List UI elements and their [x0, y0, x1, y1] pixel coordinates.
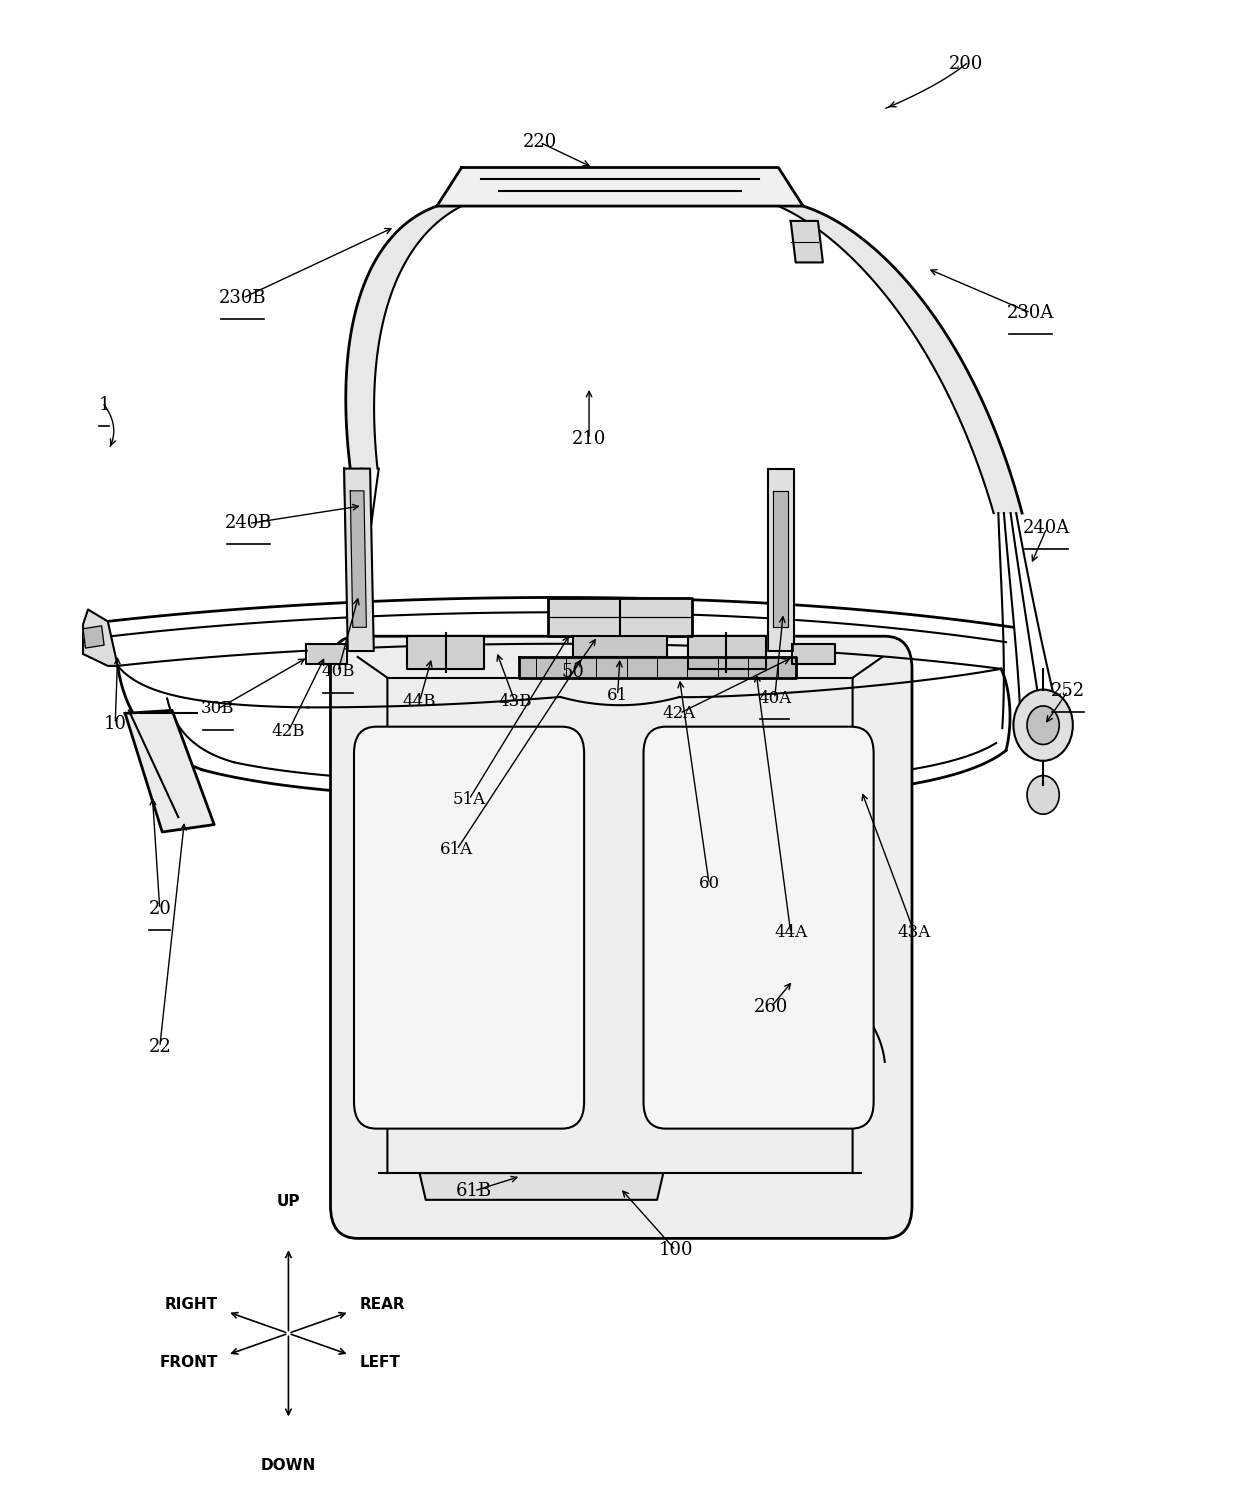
Polygon shape [309, 645, 343, 663]
Text: 51A: 51A [453, 791, 486, 808]
Polygon shape [343, 468, 373, 651]
Text: 1: 1 [98, 395, 110, 413]
Text: 44B: 44B [403, 692, 436, 710]
Text: 220: 220 [522, 134, 557, 152]
Polygon shape [688, 636, 766, 669]
Text: 40B: 40B [321, 663, 355, 681]
Text: 20: 20 [149, 901, 171, 918]
Text: 40A: 40A [758, 690, 791, 707]
Polygon shape [518, 657, 796, 678]
Polygon shape [407, 636, 484, 669]
Text: 240A: 240A [1023, 519, 1070, 536]
Text: 10: 10 [104, 715, 126, 733]
Text: 61A: 61A [440, 841, 474, 859]
Polygon shape [795, 645, 833, 663]
Text: 61B: 61B [456, 1181, 492, 1199]
Circle shape [1013, 690, 1073, 761]
Text: 230A: 230A [1007, 303, 1054, 322]
Polygon shape [83, 626, 104, 648]
FancyBboxPatch shape [353, 727, 584, 1129]
Text: 42B: 42B [272, 722, 305, 740]
Polygon shape [125, 710, 215, 832]
Text: 42A: 42A [662, 704, 696, 722]
Polygon shape [779, 207, 1022, 513]
Text: 50: 50 [562, 663, 584, 681]
Text: 30B: 30B [201, 700, 234, 718]
Polygon shape [769, 468, 795, 651]
Text: 100: 100 [658, 1241, 693, 1259]
Circle shape [1027, 776, 1059, 814]
Text: UP: UP [277, 1193, 300, 1208]
Text: 22: 22 [149, 1039, 171, 1057]
Text: 252: 252 [1050, 682, 1085, 700]
Polygon shape [791, 221, 823, 263]
Polygon shape [436, 168, 804, 207]
Text: 61: 61 [606, 687, 629, 704]
Text: 43B: 43B [498, 692, 532, 710]
Text: RIGHT: RIGHT [165, 1297, 217, 1312]
Polygon shape [573, 636, 667, 657]
Text: 210: 210 [572, 429, 606, 447]
Text: 230B: 230B [218, 290, 267, 308]
Polygon shape [346, 207, 461, 468]
Text: 43A: 43A [898, 924, 931, 941]
Text: 200: 200 [950, 55, 983, 73]
Polygon shape [548, 597, 692, 636]
Text: REAR: REAR [360, 1297, 405, 1312]
Polygon shape [350, 490, 366, 627]
Text: LEFT: LEFT [360, 1355, 401, 1370]
Text: 44A: 44A [774, 924, 807, 941]
Polygon shape [419, 1172, 663, 1199]
Circle shape [1027, 706, 1059, 744]
FancyBboxPatch shape [331, 636, 911, 1238]
Text: DOWN: DOWN [260, 1458, 316, 1473]
FancyBboxPatch shape [644, 727, 874, 1129]
Text: 260: 260 [754, 999, 789, 1016]
Text: 60: 60 [698, 875, 719, 893]
Text: 240B: 240B [226, 514, 273, 532]
Polygon shape [774, 490, 789, 627]
Polygon shape [83, 609, 118, 666]
Text: FRONT: FRONT [159, 1355, 217, 1370]
